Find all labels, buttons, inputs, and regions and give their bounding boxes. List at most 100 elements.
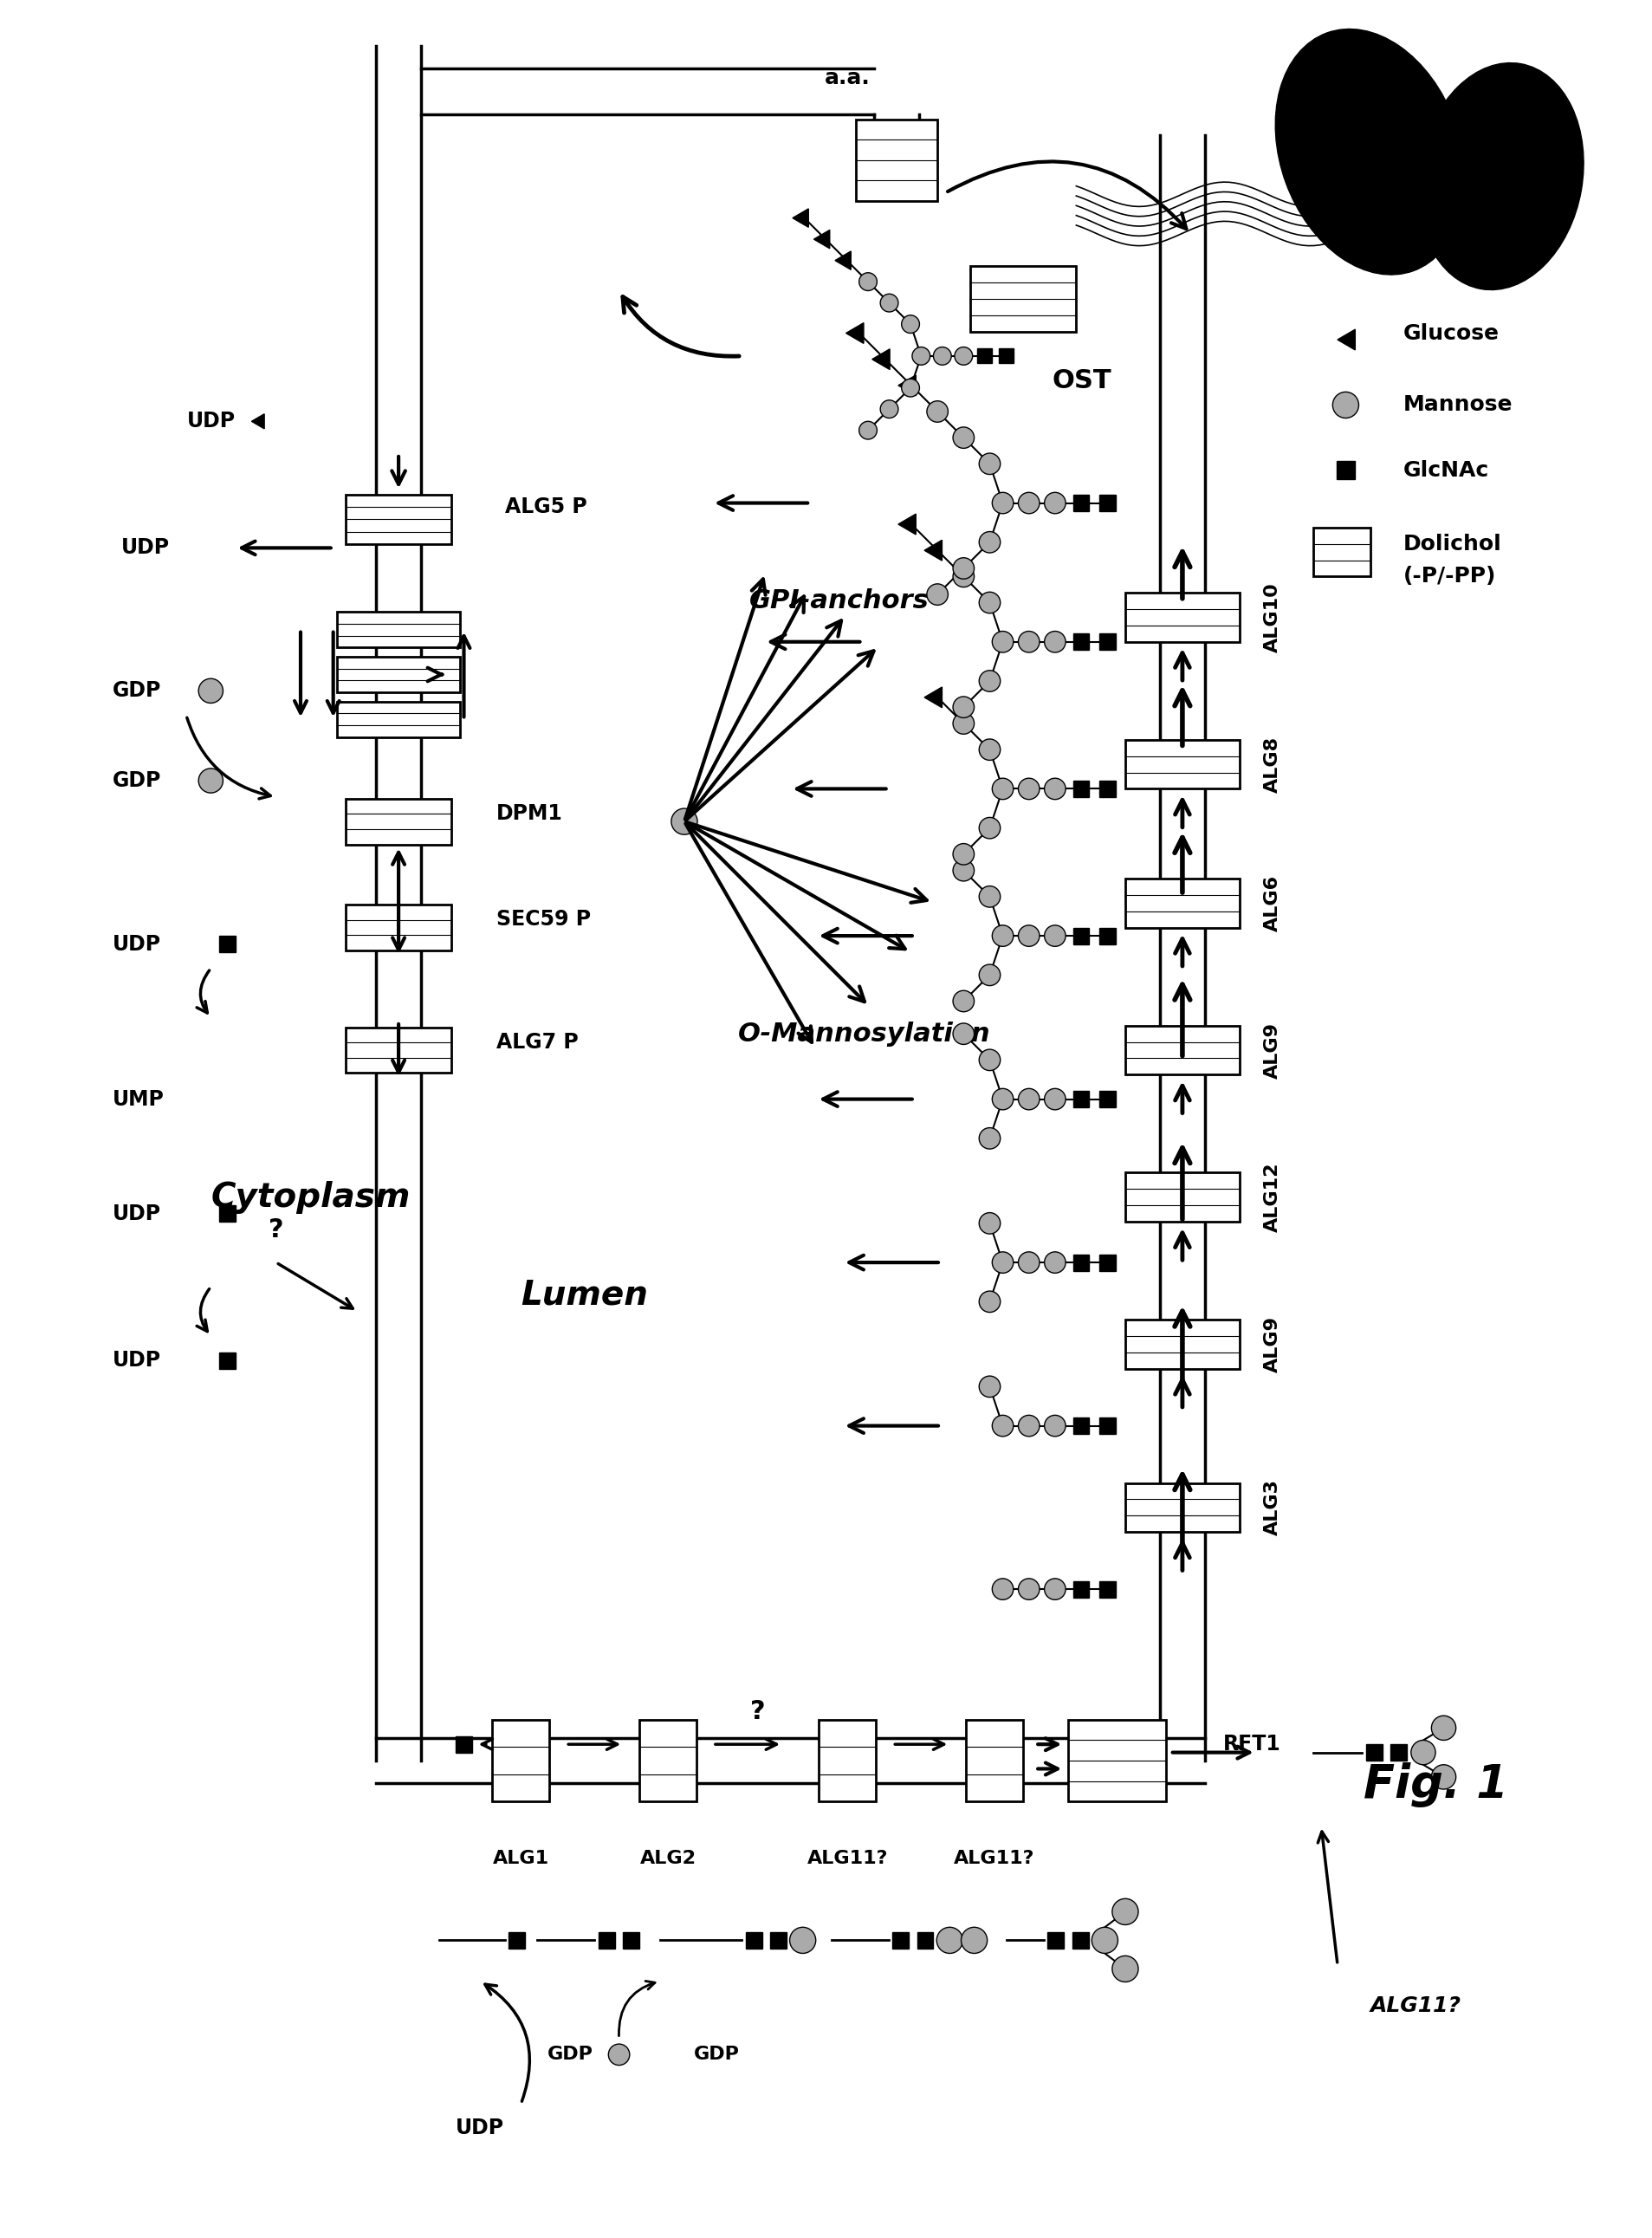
Bar bbox=[337, 656, 459, 692]
Circle shape bbox=[198, 768, 223, 792]
Text: ALG5 P: ALG5 P bbox=[506, 497, 586, 517]
Circle shape bbox=[1431, 1717, 1455, 1741]
Text: GDP: GDP bbox=[694, 2046, 740, 2063]
Bar bbox=[1125, 1320, 1239, 1370]
Circle shape bbox=[980, 1376, 1001, 1397]
Text: UDP: UDP bbox=[112, 1204, 162, 1224]
Circle shape bbox=[1018, 1251, 1039, 1273]
Bar bbox=[1099, 1253, 1115, 1271]
Circle shape bbox=[980, 452, 1001, 474]
Bar bbox=[421, 45, 874, 137]
Bar bbox=[745, 1931, 762, 1949]
Circle shape bbox=[912, 347, 930, 365]
Bar bbox=[1336, 461, 1355, 479]
Text: ALG1: ALG1 bbox=[492, 1851, 548, 1866]
Text: RFT1: RFT1 bbox=[1222, 1734, 1280, 1755]
Circle shape bbox=[980, 965, 1001, 985]
Text: ?: ? bbox=[269, 1217, 284, 1242]
Circle shape bbox=[1044, 492, 1066, 515]
Text: UMP: UMP bbox=[112, 1088, 165, 1110]
Polygon shape bbox=[925, 539, 942, 562]
Circle shape bbox=[993, 924, 1013, 947]
Circle shape bbox=[1411, 1741, 1436, 1766]
Bar bbox=[1074, 929, 1089, 944]
Circle shape bbox=[881, 293, 899, 311]
Bar bbox=[819, 1719, 876, 1802]
Bar bbox=[874, 0, 920, 177]
Bar bbox=[639, 1719, 697, 1802]
Circle shape bbox=[953, 696, 975, 718]
Circle shape bbox=[993, 631, 1013, 653]
Circle shape bbox=[937, 1927, 963, 1954]
Text: Cytoplasm: Cytoplasm bbox=[211, 1182, 410, 1213]
Text: ALG8: ALG8 bbox=[1264, 736, 1282, 792]
Bar bbox=[375, 1737, 1206, 1784]
Circle shape bbox=[955, 347, 973, 365]
Circle shape bbox=[953, 844, 975, 864]
Bar bbox=[1125, 593, 1239, 642]
Polygon shape bbox=[899, 376, 915, 396]
Polygon shape bbox=[793, 208, 808, 228]
Bar bbox=[345, 904, 451, 951]
Circle shape bbox=[902, 378, 920, 396]
Bar bbox=[345, 495, 451, 544]
Bar bbox=[623, 1931, 639, 1949]
Circle shape bbox=[927, 401, 948, 423]
Bar bbox=[1074, 1253, 1089, 1271]
Text: ALG11?: ALG11? bbox=[808, 1851, 889, 1866]
Circle shape bbox=[953, 427, 975, 448]
Text: Glucose: Glucose bbox=[1403, 322, 1498, 345]
Text: ALG11?: ALG11? bbox=[955, 1851, 1036, 1866]
Bar bbox=[978, 349, 993, 363]
Bar bbox=[375, 0, 421, 1784]
Circle shape bbox=[1044, 1251, 1066, 1273]
Circle shape bbox=[953, 566, 975, 586]
Bar bbox=[220, 1206, 235, 1222]
Bar bbox=[1074, 781, 1089, 797]
Circle shape bbox=[927, 584, 948, 604]
Circle shape bbox=[1044, 631, 1066, 653]
Bar bbox=[1099, 1580, 1115, 1598]
Circle shape bbox=[980, 1291, 1001, 1311]
Circle shape bbox=[980, 817, 1001, 839]
Bar bbox=[1069, 1719, 1166, 1802]
Text: (-P/-PP): (-P/-PP) bbox=[1403, 566, 1495, 586]
Text: DPM1: DPM1 bbox=[497, 803, 563, 824]
Circle shape bbox=[993, 779, 1013, 799]
Circle shape bbox=[980, 1128, 1001, 1148]
Bar bbox=[1160, 112, 1206, 1784]
Circle shape bbox=[1018, 631, 1039, 653]
Bar bbox=[492, 1719, 550, 1802]
Bar bbox=[1391, 1743, 1408, 1761]
Text: GDP: GDP bbox=[112, 770, 162, 790]
Polygon shape bbox=[872, 349, 890, 369]
Text: O-Mannosylation: O-Mannosylation bbox=[738, 1021, 990, 1047]
Bar bbox=[220, 1352, 235, 1370]
Circle shape bbox=[1018, 924, 1039, 947]
Text: UDP: UDP bbox=[112, 933, 162, 953]
Text: Dolichol: Dolichol bbox=[1403, 533, 1502, 555]
Circle shape bbox=[993, 1088, 1013, 1110]
Circle shape bbox=[980, 886, 1001, 906]
Bar bbox=[345, 1027, 451, 1072]
Bar bbox=[1313, 528, 1370, 577]
Bar bbox=[1074, 1090, 1089, 1108]
Bar bbox=[917, 1931, 933, 1949]
Circle shape bbox=[198, 678, 223, 703]
Bar bbox=[1099, 929, 1115, 944]
Circle shape bbox=[608, 2043, 629, 2066]
Bar bbox=[1074, 1417, 1089, 1435]
Text: ALG6: ALG6 bbox=[1264, 875, 1282, 931]
Polygon shape bbox=[1338, 329, 1355, 349]
Circle shape bbox=[859, 273, 877, 291]
Bar bbox=[1099, 1090, 1115, 1108]
Bar bbox=[1366, 1743, 1383, 1761]
Text: ALG11?: ALG11? bbox=[1370, 1996, 1460, 2016]
Bar bbox=[1099, 781, 1115, 797]
Circle shape bbox=[1018, 779, 1039, 799]
Circle shape bbox=[993, 1578, 1013, 1600]
Bar bbox=[1074, 1580, 1089, 1598]
Circle shape bbox=[1044, 779, 1066, 799]
Circle shape bbox=[1112, 1898, 1138, 1925]
Bar bbox=[966, 1719, 1023, 1802]
